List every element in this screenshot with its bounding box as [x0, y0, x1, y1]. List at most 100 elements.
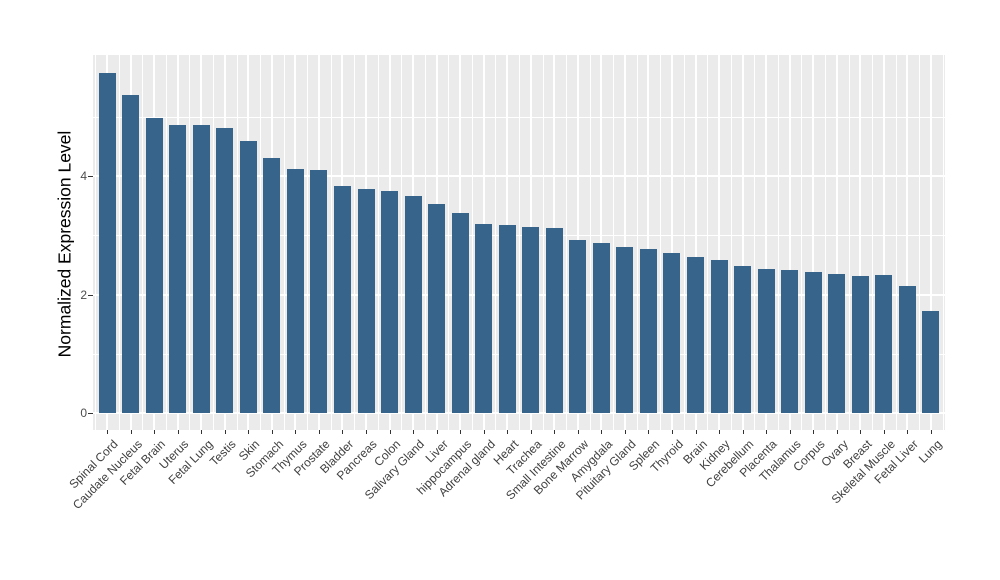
gridline-minor-vertical: [542, 55, 544, 430]
bar-prostate: [310, 170, 328, 413]
x-tick: [177, 430, 179, 434]
x-tick: [530, 430, 532, 434]
x-tick: [413, 430, 415, 434]
gridline-minor-vertical: [95, 55, 97, 430]
gridline-minor-vertical: [495, 55, 497, 430]
y-tick: [88, 294, 93, 296]
gridline-major-vertical: [929, 55, 932, 430]
bar-caudate-nucleus: [122, 94, 140, 413]
gridline-minor-vertical: [519, 55, 520, 430]
gridline-minor-vertical: [848, 55, 850, 430]
bar-placenta: [757, 268, 775, 413]
bar-heart: [498, 225, 516, 413]
x-tick: [130, 430, 132, 434]
x-tick: [271, 430, 273, 434]
x-tick: [671, 430, 673, 434]
gridline-major-vertical: [600, 55, 603, 430]
x-tick: [789, 430, 791, 434]
gridline-minor-vertical: [260, 55, 262, 430]
x-tick: [224, 430, 226, 434]
x-tick: [695, 430, 697, 434]
bar-salivary-gland: [404, 196, 422, 413]
gridline-major-vertical: [694, 55, 697, 430]
x-tick: [719, 430, 721, 434]
gridline-major-vertical: [647, 55, 650, 430]
bar-small-intestine: [545, 227, 563, 413]
bar-liver: [428, 204, 446, 413]
gridline-minor-vertical: [189, 55, 191, 430]
x-tick: [318, 430, 320, 434]
plot-panel: [93, 55, 945, 430]
x-tick: [483, 430, 485, 434]
x-tick: [860, 430, 862, 434]
bar-fetal-lung: [192, 125, 210, 413]
gridline-minor-vertical: [354, 55, 356, 430]
bar-cerebellum: [734, 266, 752, 413]
gridline-minor-vertical: [471, 55, 473, 430]
bar-stomach: [263, 158, 281, 413]
x-tick: [883, 430, 885, 434]
gridline-minor-vertical: [589, 55, 591, 430]
x-tick: [248, 430, 250, 434]
bar-thalamus: [781, 269, 799, 413]
x-tick: [601, 430, 603, 434]
bar-fetal-brain: [145, 117, 163, 413]
gridline-minor-vertical: [707, 55, 709, 430]
gridline-minor-vertical: [566, 55, 568, 430]
gridline-major-vertical: [906, 55, 909, 430]
bar-kidney: [710, 260, 728, 413]
gridline-minor-vertical: [142, 55, 144, 430]
x-tick: [742, 430, 744, 434]
gridline-minor-vertical: [307, 55, 309, 430]
gridline-minor-vertical: [824, 55, 826, 430]
gridline-minor-vertical: [777, 55, 779, 430]
bar-trachea: [522, 227, 540, 413]
bar-breast: [851, 275, 869, 413]
gridline-major-vertical: [765, 55, 768, 430]
gridline-major-vertical: [670, 55, 673, 430]
gridline-minor-vertical: [730, 55, 732, 430]
x-tick-label-text: Testis: [207, 437, 239, 469]
gridline-minor-vertical: [448, 55, 450, 430]
bar-thyroid: [663, 253, 681, 413]
y-tick: [88, 413, 93, 414]
x-tick: [813, 430, 815, 434]
bar-testis: [216, 128, 234, 413]
gridline-major-vertical: [718, 55, 721, 430]
gridline-minor-vertical: [424, 55, 426, 430]
gridline-minor-vertical: [236, 55, 238, 430]
bar-uterus: [169, 124, 187, 413]
bar-pituitary-gland: [616, 246, 634, 413]
gridline-major-vertical: [859, 55, 862, 430]
x-tick: [436, 430, 438, 434]
x-tick: [648, 430, 650, 434]
gridline-minor-vertical: [636, 55, 638, 430]
gridline-minor-vertical: [660, 55, 662, 430]
y-tick: [88, 176, 93, 178]
bar-lung: [922, 311, 940, 413]
x-tick: [295, 430, 297, 434]
bar-thymus: [286, 168, 304, 413]
gridline-major-vertical: [835, 55, 838, 430]
y-axis-title: Normalized Expression Level: [54, 130, 75, 358]
bar-ovary: [828, 273, 846, 413]
x-tick: [154, 430, 156, 434]
x-tick: [507, 430, 509, 434]
gridline-major-vertical: [882, 55, 885, 430]
x-tick: [930, 430, 932, 434]
x-tick: [577, 430, 579, 434]
gridline-minor-vertical: [754, 55, 756, 430]
x-tick: [201, 430, 203, 434]
x-tick-label-text: Lung: [915, 437, 945, 466]
bar-bladder: [333, 186, 351, 413]
x-tick: [366, 430, 368, 434]
bar-colon: [381, 191, 399, 413]
gridline-minor-vertical: [377, 55, 379, 430]
bar-corpus: [804, 272, 822, 413]
gridline-minor-vertical: [330, 55, 332, 430]
gridline-minor-vertical: [401, 55, 403, 430]
x-tick: [342, 430, 344, 434]
gridline-minor-vertical: [942, 55, 944, 430]
x-tick: [907, 430, 909, 434]
x-tick: [389, 430, 391, 434]
